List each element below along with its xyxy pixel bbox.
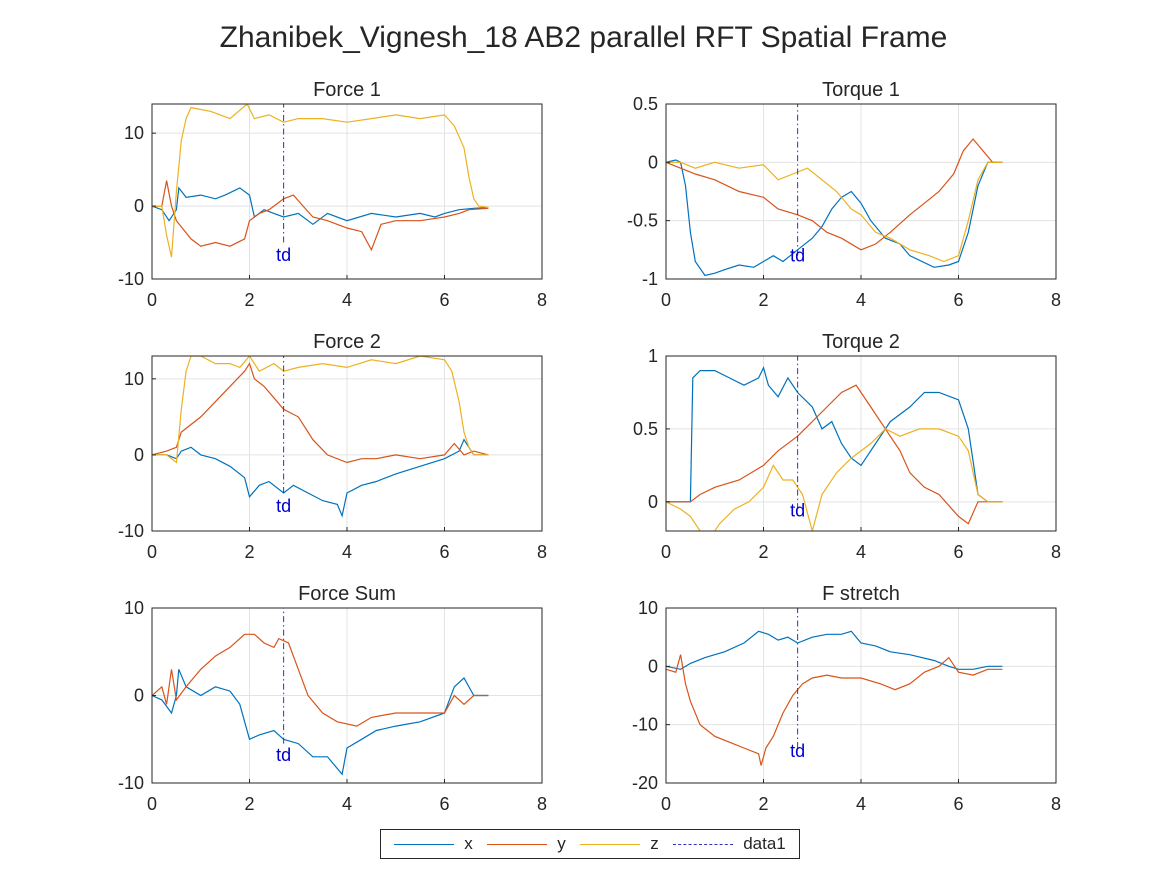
x-tick-label: 0 [661, 290, 671, 310]
subplot-title: F stretch [822, 583, 900, 605]
x-tick-label: 8 [1051, 542, 1061, 562]
x-tick-label: 4 [856, 542, 866, 562]
td-label: td [276, 745, 291, 765]
series-line-x [666, 159, 1003, 277]
legend-item-y: y [487, 834, 566, 854]
x-tick-label: 0 [147, 290, 157, 310]
x-tick-label: 8 [1051, 290, 1061, 310]
series-line-z [666, 428, 1003, 531]
x-tick-label: 4 [856, 290, 866, 310]
subplot-title: Force Sum [298, 583, 396, 605]
legend-label-x: x [464, 834, 473, 853]
legend-item-data1: data1 [673, 834, 786, 854]
series-line-x [152, 186, 489, 226]
x-tick-label: 6 [439, 542, 449, 562]
td-label: td [790, 500, 805, 520]
legend-swatch-data1 [673, 843, 734, 845]
series-line-y [666, 138, 1003, 251]
x-tick-label: 6 [439, 290, 449, 310]
subplot-title: Force 1 [313, 79, 381, 101]
y-tick-label: 0 [134, 445, 144, 465]
td-label: td [790, 741, 805, 761]
series-line-x [666, 630, 1003, 670]
legend-swatch-y [487, 843, 548, 845]
y-tick-label: 10 [638, 598, 658, 618]
series-line-y [152, 633, 489, 727]
y-tick-label: 0 [648, 656, 658, 676]
subplot-title: Force 2 [313, 331, 381, 353]
td-label: td [276, 245, 291, 265]
y-tick-label: -10 [118, 269, 144, 289]
x-tick-label: 2 [758, 542, 768, 562]
y-tick-label: -10 [118, 521, 144, 541]
x-tick-label: 8 [537, 542, 547, 562]
x-tick-label: 6 [953, 794, 963, 814]
x-tick-label: 2 [244, 542, 254, 562]
y-tick-label: 10 [124, 598, 144, 618]
subplot-2: td 0 2 4 6 8 -1 -0.5 0 0.5 Torque 1 [627, 79, 1061, 310]
legend-label-y: y [557, 834, 566, 853]
x-tick-label: 2 [244, 794, 254, 814]
x-tick-label: 6 [953, 290, 963, 310]
y-tick-label: -10 [118, 773, 144, 793]
y-tick-label: 0.5 [633, 419, 658, 439]
series-line-x [152, 438, 489, 518]
series-line-x [666, 366, 1003, 503]
y-tick-label: 0.5 [633, 94, 658, 114]
td-label: td [790, 246, 805, 266]
series-line-z [152, 104, 489, 258]
legend-label-data1: data1 [743, 834, 786, 853]
x-tick-label: 2 [758, 794, 768, 814]
y-tick-label: 0 [134, 196, 144, 216]
y-tick-label: 1 [648, 346, 658, 366]
x-tick-label: 8 [537, 794, 547, 814]
series-line-y [666, 384, 1003, 525]
x-tick-label: 4 [856, 794, 866, 814]
x-tick-label: 2 [758, 290, 768, 310]
series-line-x [152, 669, 489, 776]
y-tick-label: 0 [648, 492, 658, 512]
legend-label-z: z [650, 834, 659, 853]
x-tick-label: 0 [661, 542, 671, 562]
subplot-6: td 0 2 4 6 8 -20 -10 0 10 F stretch [632, 583, 1061, 814]
x-tick-label: 8 [537, 290, 547, 310]
x-tick-label: 0 [661, 794, 671, 814]
x-tick-label: 4 [342, 290, 352, 310]
x-tick-label: 2 [244, 290, 254, 310]
series-line-z [666, 161, 1003, 263]
legend[interactable]: x y z data1 [380, 829, 800, 859]
x-tick-label: 0 [147, 794, 157, 814]
y-tick-label: 0 [648, 152, 658, 172]
legend-swatch-x [394, 843, 455, 845]
legend-item-x: x [394, 834, 473, 854]
subplot-title: Torque 2 [822, 331, 900, 353]
x-tick-label: 8 [1051, 794, 1061, 814]
y-tick-label: 10 [124, 123, 144, 143]
x-tick-label: 4 [342, 542, 352, 562]
y-tick-label: -0.5 [627, 211, 658, 231]
x-tick-label: 6 [953, 542, 963, 562]
x-tick-label: 6 [439, 794, 449, 814]
x-tick-label: 4 [342, 794, 352, 814]
y-tick-label: 10 [124, 369, 144, 389]
subplot-title: Torque 1 [822, 79, 900, 101]
y-tick-label: -1 [642, 269, 658, 289]
y-tick-label: -20 [632, 773, 658, 793]
td-label: td [276, 496, 291, 516]
y-tick-label: -10 [632, 715, 658, 735]
figure-title: Zhanibek_Vignesh_18 AB2 parallel RFT Spa… [219, 21, 948, 54]
legend-swatch-z [580, 843, 641, 845]
x-tick-label: 0 [147, 542, 157, 562]
legend-item-z: z [580, 834, 659, 854]
y-tick-label: 0 [134, 686, 144, 706]
subplot-4: td 0 2 4 6 8 0 0.5 1 Torque 2 [633, 331, 1061, 562]
